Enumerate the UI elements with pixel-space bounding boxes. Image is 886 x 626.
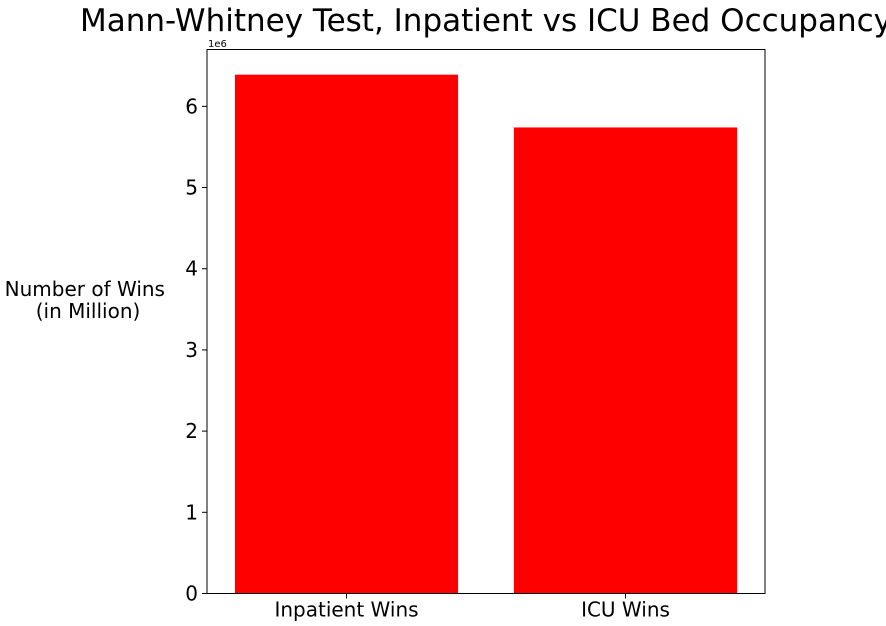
y-tick-label: 2 bbox=[185, 419, 198, 443]
x-tick-label: ICU Wins bbox=[581, 598, 670, 622]
bar-inpatient-wins bbox=[234, 74, 459, 594]
bars-layer bbox=[234, 74, 738, 594]
y-ticks-layer: 0 1 2 3 4 5 6 bbox=[185, 94, 207, 606]
y-axis-label: Number of Wins (in Million) bbox=[5, 277, 172, 323]
x-ticks-layer: Inpatient Wins ICU Wins bbox=[274, 593, 670, 622]
y-tick-label: 6 bbox=[185, 94, 198, 118]
bar-icu-wins bbox=[513, 127, 738, 594]
y-axis-label-line-1: Number of Wins bbox=[5, 277, 165, 301]
y-tick-label: 4 bbox=[185, 257, 198, 281]
y-axis-label-line-2: (in Million) bbox=[36, 299, 141, 323]
chart-title: Mann-Whitney Test, Inpatient vs ICU Bed … bbox=[80, 3, 886, 39]
y-axis-offset-label: 1e6 bbox=[208, 39, 227, 50]
y-tick-label: 3 bbox=[185, 338, 198, 362]
x-tick-label: Inpatient Wins bbox=[274, 598, 418, 622]
y-tick-label: 5 bbox=[185, 176, 198, 200]
plot-area-frame bbox=[206, 49, 766, 594]
y-tick-label: 1 bbox=[185, 500, 198, 524]
y-tick-label: 0 bbox=[185, 582, 198, 606]
